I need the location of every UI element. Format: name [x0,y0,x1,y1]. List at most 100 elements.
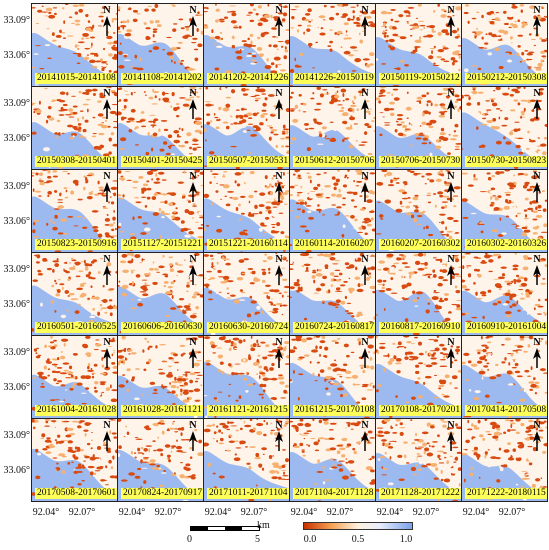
north-arrow-icon: N [445,88,457,119]
panel-date-label: 20150401-20150425 [121,156,203,167]
north-label: N [533,88,541,99]
north-arrow-icon: N [445,5,457,36]
map-panel: N 20160724-20160817 [289,252,376,336]
north-label: N [447,420,455,431]
map-panel: N 20161004-20161028 [31,335,118,419]
y-tick-label: 33.06° [3,465,31,476]
map-panel: N 20150507-20150531 [203,86,290,170]
panel-date-label: 20160630-20160724 [207,322,289,333]
north-arrow-icon: N [101,171,113,202]
north-label: N [361,5,369,16]
panel-date-label: 20150706-20150730 [379,156,461,167]
north-arrow-icon: N [359,5,371,36]
x-tick-label: 92.07° [240,507,268,518]
north-label: N [189,171,197,182]
north-arrow-icon: N [101,5,113,36]
panel-date-label: 20170414-20170508 [465,405,547,416]
map-panel: N 20141226-20150119 [289,3,376,87]
map-panel: N 20170108-20170201 [375,335,462,419]
north-label: N [533,337,541,348]
x-tick-label: 92.04° [462,507,490,518]
north-label: N [447,5,455,16]
map-panel: N 20160910-20161004 [461,252,548,336]
panel-date-label: 20150212-20150308 [465,73,547,84]
panel-date-label: 20170108-20170201 [379,405,461,416]
north-arrow-icon: N [445,420,457,451]
x-tick-label: 92.07° [412,507,440,518]
north-label: N [189,5,197,16]
north-label: N [103,171,111,182]
north-label: N [103,5,111,16]
map-panel: N 20141015-20141108 [31,3,118,87]
north-arrow-icon: N [445,171,457,202]
map-panel: N 20161028-20161121 [117,335,204,419]
panel-date-label: 20160724-20160817 [293,322,375,333]
panel-date-label: 20141202-20141226 [207,73,289,84]
y-tick-label: 33.09° [3,181,31,192]
north-arrow-icon: N [359,337,371,368]
x-tick-label: 92.07° [498,507,526,518]
y-tick-label: 33.06° [3,216,31,227]
map-panel: N 20170414-20170508 [461,335,548,419]
panel-date-label: 20160302-20160326 [465,239,547,250]
map-panel: N 20170508-20170601 [31,418,118,502]
scale-bar-graphic [190,526,260,531]
north-label: N [103,254,111,265]
north-arrow-icon: N [273,420,285,451]
map-panel: N 20151127-20151221 [117,169,204,253]
map-panel: N 20160501-20160525 [31,252,118,336]
map-panel: N 20151221-20160114 [203,169,290,253]
y-tick-label: 33.09° [3,430,31,441]
x-tick-label: 92.04° [376,507,404,518]
panel-date-label: 20141226-20150119 [293,73,375,84]
y-tick-label: 33.06° [3,299,31,310]
north-label: N [275,420,283,431]
north-label: N [275,337,283,348]
north-arrow-icon: N [101,420,113,451]
panel-date-label: 20150612-20150706 [293,156,375,167]
map-panel: N 20160207-20160302 [375,169,462,253]
map-panel: N 20170824-20170917 [117,418,204,502]
map-panel: N 20150308-20150401 [31,86,118,170]
panel-date-label: 20171222-20180115 [465,488,547,499]
north-label: N [361,88,369,99]
y-tick-label: 33.06° [3,50,31,61]
north-label: N [103,88,111,99]
north-arrow-icon: N [531,171,543,202]
north-arrow-icon: N [359,254,371,285]
north-arrow-icon: N [359,171,371,202]
panel-date-label: 20161215-20170108 [293,405,375,416]
colorbar: 0.0 0.5 1.0 [303,522,413,548]
map-panel: N 20171011-20171104 [203,418,290,502]
north-arrow-icon: N [101,254,113,285]
map-panel: N 20141108-20141202 [117,3,204,87]
north-label: N [447,171,455,182]
y-tick-label: 33.09° [3,264,31,275]
north-arrow-icon: N [531,337,543,368]
north-arrow-icon: N [359,88,371,119]
panel-date-label: 20170508-20170601 [35,488,117,499]
colorbar-tick-1: 0.5 [351,534,365,545]
north-label: N [275,254,283,265]
panel-date-label: 20150823-20150916 [35,239,117,250]
map-panel: N 20161215-20170108 [289,335,376,419]
panel-date-label: 20161004-20161028 [35,405,117,416]
north-arrow-icon: N [187,171,199,202]
panel-date-label: 20151127-20151221 [121,239,203,250]
y-tick-label: 33.09° [3,347,31,358]
north-arrow-icon: N [187,420,199,451]
north-arrow-icon: N [187,5,199,36]
north-label: N [361,171,369,182]
x-tick-label: 92.07° [326,507,354,518]
north-label: N [533,5,541,16]
x-tick-label: 92.04° [32,507,60,518]
panel-date-label: 20160501-20160525 [35,322,117,333]
north-label: N [533,254,541,265]
north-arrow-icon: N [531,5,543,36]
map-panel: N 20171222-20180115 [461,418,548,502]
map-panel: N 20160302-20160326 [461,169,548,253]
north-label: N [189,337,197,348]
x-tick-label: 92.07° [68,507,96,518]
scale-bar: 0 5 km [185,520,275,550]
north-arrow-icon: N [273,5,285,36]
